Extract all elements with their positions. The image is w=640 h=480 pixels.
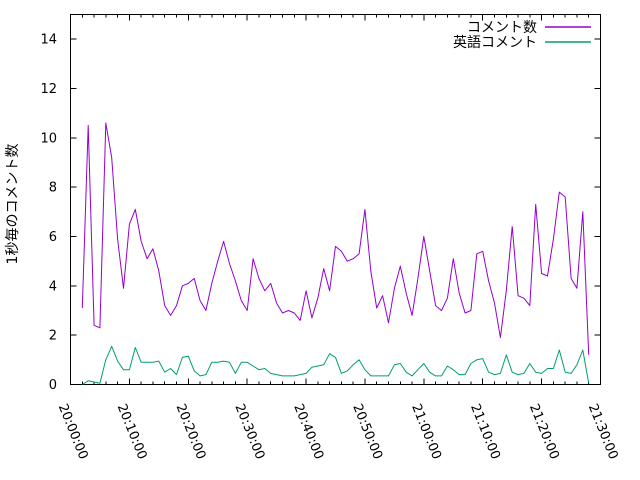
y-axis-tick-labels: 0 2 4 6 8 10 12 14 — [40, 33, 57, 393]
y-tick-label: 2 — [49, 329, 57, 344]
legend-label-comment-count: コメント数 — [467, 20, 537, 36]
x-tick-label: 21:30:00 — [585, 402, 621, 462]
x-axis-tick-labels: 20:00:00 20:10:00 20:20:00 20:30:00 20:40:00… — [55, 402, 621, 462]
y-tick-label: 14 — [40, 33, 57, 48]
x-tick-label: 21:00:00 — [408, 402, 444, 462]
x-tick-label: 20:50:00 — [349, 402, 385, 462]
x-tick-label: 20:10:00 — [114, 402, 150, 462]
legend-label-english-comment: 英語コメント — [453, 34, 537, 51]
x-axis-ticks — [70, 14, 601, 385]
series-comment-count-line — [81, 122, 590, 355]
x-tick-label: 20:30:00 — [231, 402, 267, 462]
x-tick-label: 21:20:00 — [526, 402, 562, 462]
y-axis-ticks — [70, 38, 601, 385]
y-tick-label: 12 — [40, 82, 57, 97]
plot-border — [70, 14, 601, 385]
y-tick-label: 6 — [49, 230, 57, 245]
y-axis-title: 1秒毎のコメント数 — [5, 144, 21, 265]
y-tick-label: 8 — [49, 181, 57, 196]
y-tick-label: 4 — [49, 279, 57, 294]
y-tick-label: 10 — [40, 131, 57, 146]
series-english-comment-line — [82, 345, 590, 385]
legend-item-english-comment: 英語コメント — [453, 34, 591, 51]
y-tick-label: 0 — [49, 378, 57, 393]
legend: コメント数 英語コメント — [453, 20, 591, 51]
legend-item-comment-count: コメント数 — [467, 20, 591, 36]
x-tick-label: 20:40:00 — [290, 402, 326, 462]
x-tick-label: 21:10:00 — [467, 402, 503, 462]
x-tick-label: 20:20:00 — [173, 402, 209, 462]
series-group — [81, 122, 590, 385]
x-tick-label: 20:00:00 — [55, 402, 91, 462]
